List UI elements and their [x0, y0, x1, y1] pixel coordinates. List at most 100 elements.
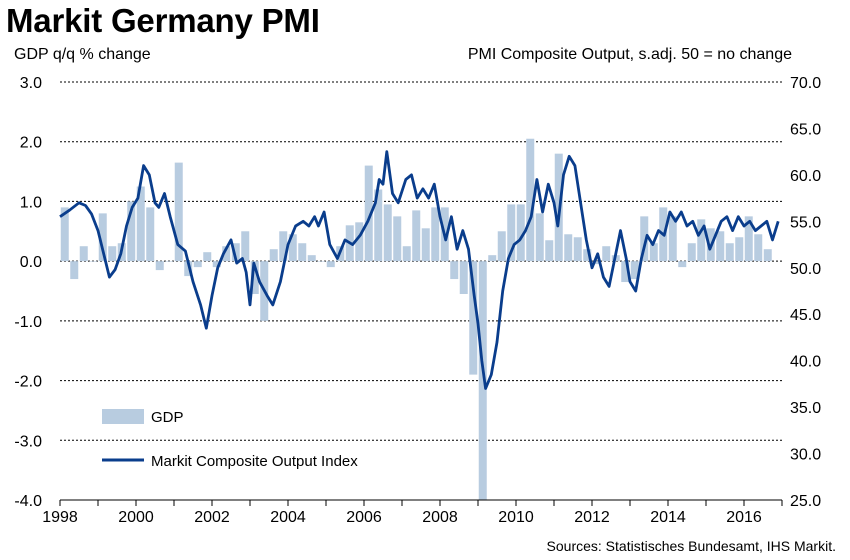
gdp-bar	[383, 204, 392, 262]
gdp-bar	[127, 201, 136, 262]
gdp-bar	[564, 234, 573, 262]
x-tick-label: 2014	[650, 509, 686, 526]
gdp-bar	[298, 243, 307, 262]
gdp-bar	[203, 252, 212, 262]
gdp-bar	[649, 243, 658, 262]
gdp-bar	[592, 261, 601, 265]
left-tick-label: -1.0	[14, 314, 42, 331]
gdp-bar	[668, 216, 677, 262]
gdp-bar	[516, 204, 525, 262]
gdp-bar	[469, 261, 478, 375]
gdp-bar	[526, 138, 535, 262]
right-axis-label: PMI Composite Output, s.adj. 50 = no cha…	[467, 46, 792, 63]
x-tick-label: 2002	[194, 509, 230, 526]
x-tick-label: 2000	[118, 509, 154, 526]
gdp-bar	[279, 231, 288, 262]
gdp-bar	[250, 261, 259, 294]
left-tick-label: -2.0	[14, 374, 42, 391]
gdp-bar	[165, 261, 174, 262]
gdp-bar	[193, 261, 202, 268]
left-tick-label: 0.0	[20, 254, 42, 271]
source-note: Sources: Statistisches Bundesamt, IHS Ma…	[546, 538, 836, 554]
gdp-bar	[459, 261, 468, 294]
x-tick-label: 2004	[270, 509, 306, 526]
x-tick-label: 2012	[574, 509, 610, 526]
chart-title: Markit Germany PMI	[6, 2, 320, 39]
gdp-bar	[184, 261, 193, 277]
gdp-bar	[507, 204, 516, 262]
x-tick-label: 1998	[42, 509, 78, 526]
x-tick-label: 2008	[422, 509, 458, 526]
gdp-bar	[687, 243, 696, 262]
gdp-bar	[763, 249, 772, 262]
gdp-bar	[716, 231, 725, 262]
gdp-bars	[60, 138, 772, 500]
gdp-bar	[640, 216, 649, 262]
gdp-bar	[174, 162, 183, 262]
x-tick-label: 2016	[726, 509, 762, 526]
right-tick-label: 50.0	[790, 261, 821, 278]
gdp-bar	[146, 207, 155, 262]
left-tick-label: 2.0	[20, 135, 42, 152]
gdp-bar	[630, 261, 639, 280]
legend-gdp-swatch	[102, 409, 144, 424]
gdp-bar	[744, 216, 753, 262]
gdp-bar	[754, 234, 763, 262]
gdp-bar	[222, 246, 231, 262]
gdp-bar	[412, 210, 421, 262]
gdp-bar	[317, 261, 326, 262]
gdp-bar	[488, 255, 497, 262]
gdp-bar	[136, 186, 145, 262]
gdp-bar	[573, 237, 582, 262]
right-tick-label: 30.0	[790, 447, 821, 464]
gdp-bar	[545, 240, 554, 262]
right-tick-label: 60.0	[790, 168, 821, 185]
pmi-line-group	[59, 150, 780, 390]
legend-pmi-label: Markit Composite Output Index	[151, 453, 358, 470]
gdp-bar	[307, 255, 316, 262]
gdp-bar	[89, 261, 98, 262]
left-tick-label: -3.0	[14, 433, 42, 450]
legend: GDP Markit Composite Output Index	[102, 409, 358, 470]
gdp-bar	[450, 261, 459, 280]
right-tick-label: 70.0	[790, 75, 821, 92]
gdp-bar	[497, 231, 506, 262]
gdp-bar	[421, 228, 430, 262]
gdp-bar	[70, 261, 79, 280]
gdp-bar	[231, 243, 240, 262]
left-tick-label: 3.0	[20, 75, 42, 92]
gdp-bar	[288, 234, 297, 262]
left-axis-label: GDP q/q % change	[14, 46, 151, 63]
gdp-bar	[431, 207, 440, 262]
right-tick-label: 35.0	[790, 400, 821, 417]
gdp-bar	[697, 219, 706, 262]
gdp-bar	[364, 165, 373, 262]
gdp-bar	[678, 261, 687, 268]
right-tick-label: 25.0	[790, 493, 821, 510]
x-tick-label: 2006	[346, 509, 382, 526]
gdp-bar	[212, 261, 221, 268]
gdp-bar	[155, 261, 164, 271]
gdp-bar	[374, 189, 383, 262]
axes: 3.0 2.0 1.0 0.0 -1.0 -2.0 -3.0 -4.0 70.0 65.0 60.0…	[14, 75, 821, 526]
right-tick-label: 45.0	[790, 307, 821, 324]
gdp-bar	[725, 243, 734, 262]
gdp-bar	[108, 246, 117, 262]
gdp-bar	[98, 213, 107, 262]
gdp-bar	[402, 246, 411, 262]
pmi-line	[59, 150, 780, 390]
gdp-bar	[241, 231, 250, 262]
left-tick-label: 1.0	[20, 194, 42, 211]
right-tick-label: 40.0	[790, 354, 821, 371]
left-tick-label: -4.0	[14, 493, 42, 510]
gdp-bar	[393, 216, 402, 262]
gdp-bar	[478, 261, 487, 500]
right-tick-label: 65.0	[790, 121, 821, 138]
gdp-bar	[602, 246, 611, 262]
gdp-bar	[326, 261, 335, 268]
gdp-bar	[583, 249, 592, 262]
gdp-bar	[60, 207, 69, 262]
gdp-bar	[621, 261, 630, 283]
gdp-bar	[535, 213, 544, 262]
